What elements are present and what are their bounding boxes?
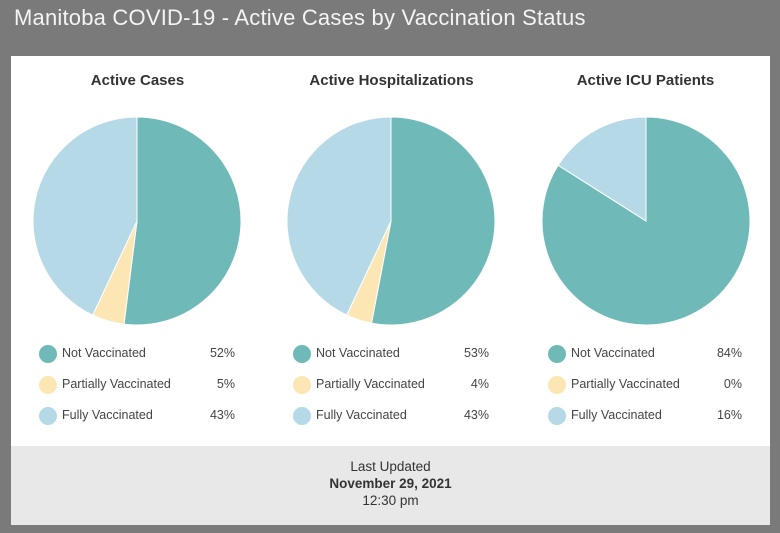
legend-value: 5%: [216, 377, 235, 391]
legend-swatch: [293, 345, 311, 363]
legend-label: Partially Vaccinated: [316, 377, 425, 391]
last-updated-time: 12:30 pm: [362, 493, 419, 508]
legend-swatch: [39, 376, 57, 394]
pie-slice-not-vaccinated[interactable]: [541, 116, 751, 326]
legend-item-partially-vaccinated: Partially Vaccinated 0%: [548, 375, 742, 395]
legend-label: Fully Vaccinated: [62, 408, 153, 422]
legend-value: 43%: [209, 408, 235, 422]
panel-active-icu-patients: Active ICU Patients Not Vaccinated 84% P…: [519, 56, 772, 446]
last-updated-date: November 29, 2021: [329, 476, 452, 491]
legend-item-not-vaccinated: Not Vaccinated 53%: [293, 344, 489, 364]
pie-slice-not-vaccinated[interactable]: [123, 116, 242, 326]
pie-chart-active-hospitalizations: [286, 116, 496, 326]
legend-swatch: [293, 407, 311, 425]
legend-swatch: [39, 407, 57, 425]
legend-label: Partially Vaccinated: [571, 377, 680, 391]
legend-item-partially-vaccinated: Partially Vaccinated 4%: [293, 375, 489, 395]
legend-value: 84%: [716, 346, 742, 360]
legend-label: Partially Vaccinated: [62, 377, 171, 391]
legend-value: 0%: [723, 377, 742, 391]
legend-swatch: [548, 376, 566, 394]
legend-item-partially-vaccinated: Partially Vaccinated 5%: [39, 375, 235, 395]
legend-item-not-vaccinated: Not Vaccinated 84%: [548, 344, 742, 364]
page-title: Manitoba COVID-19 - Active Cases by Vacc…: [14, 5, 586, 30]
legend-value: 53%: [463, 346, 489, 360]
legend-value: 43%: [463, 408, 489, 422]
legend-value: 52%: [209, 346, 235, 360]
pie-chart-active-icu-patients: [541, 116, 751, 326]
legend-item-not-vaccinated: Not Vaccinated 52%: [39, 344, 235, 364]
legend-value: 4%: [470, 377, 489, 391]
legend-label: Not Vaccinated: [571, 346, 655, 360]
chart-title: Active Cases: [90, 72, 185, 89]
pie-slice-not-vaccinated[interactable]: [370, 116, 496, 326]
legend-swatch: [548, 345, 566, 363]
pie-slice-fully-vaccinated[interactable]: [32, 116, 138, 316]
legend-label: Not Vaccinated: [62, 346, 146, 360]
pie-slice-fully-vaccinated[interactable]: [557, 116, 647, 222]
panel-active-cases: Active Cases Not Vaccinated 52% Partiall…: [11, 56, 264, 446]
legend-item-fully-vaccinated: Fully Vaccinated 43%: [293, 406, 489, 426]
legend-swatch: [293, 376, 311, 394]
legend-label: Fully Vaccinated: [571, 408, 662, 422]
chart-title: Active ICU Patients: [576, 72, 715, 89]
legend-item-fully-vaccinated: Fully Vaccinated 16%: [548, 406, 742, 426]
charts-card: Active Cases Not Vaccinated 52% Partiall…: [11, 56, 770, 446]
pie-slice-fully-vaccinated[interactable]: [286, 116, 392, 316]
chart-title: Active Hospitalizations: [309, 72, 474, 89]
legend-label: Not Vaccinated: [316, 346, 400, 360]
footer-last-updated: Last Updated November 29, 2021 12:30 pm: [11, 446, 770, 525]
legend-label: Fully Vaccinated: [316, 408, 407, 422]
pie-chart-active-cases: [32, 116, 242, 326]
panel-active-hospitalizations: Active Hospitalizations Not Vaccinated 5…: [265, 56, 518, 446]
legend-swatch: [548, 407, 566, 425]
legend-item-fully-vaccinated: Fully Vaccinated 43%: [39, 406, 235, 426]
last-updated-label: Last Updated: [350, 459, 431, 474]
legend-value: 16%: [716, 408, 742, 422]
legend-swatch: [39, 345, 57, 363]
